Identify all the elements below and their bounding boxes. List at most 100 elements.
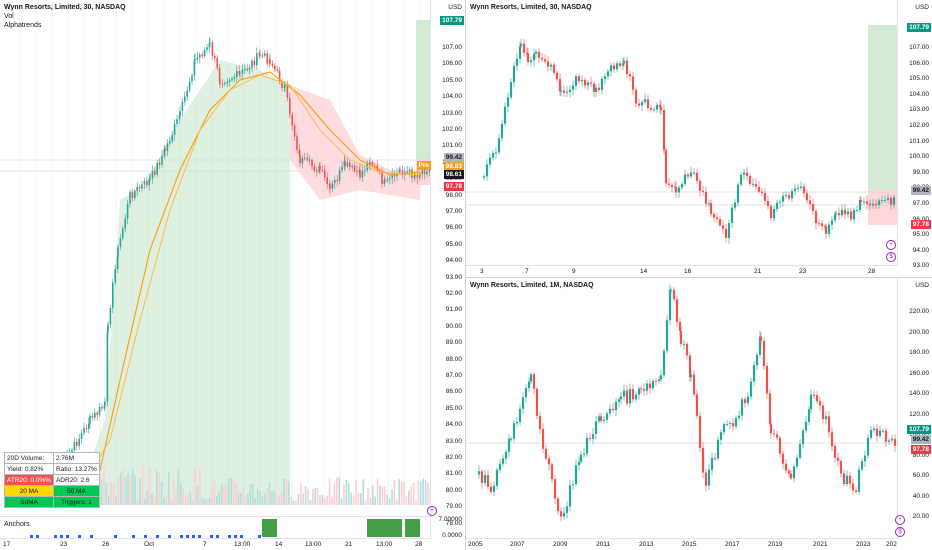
candle-body	[842, 473, 846, 485]
candle-body	[416, 174, 419, 178]
volume-bar	[352, 495, 355, 505]
top-right-chart-pane[interactable]: Wynn Resorts, Limited, 30, NASDAQ USD 10…	[466, 0, 932, 277]
candle-body	[745, 172, 749, 177]
price-tick-label: 98.00	[445, 191, 462, 199]
price-tick-label: 20.00	[912, 513, 929, 520]
candle-body	[871, 203, 875, 206]
candle-body	[689, 172, 693, 177]
volume-bar	[398, 478, 400, 505]
left-time-axis[interactable]: 17 23 26 Oct 7 13:00 14 13:00 21 13:00 28	[0, 538, 432, 550]
candle-body	[668, 290, 672, 321]
candle-body	[824, 416, 828, 420]
volume-bar	[379, 485, 381, 505]
candle-body	[830, 432, 834, 447]
candle-body	[116, 257, 119, 270]
candle-body	[194, 59, 196, 61]
dollar-icon[interactable]: $	[886, 252, 896, 262]
candle-body	[599, 416, 603, 421]
time-tick-label: 21	[754, 268, 762, 275]
candle-body	[854, 490, 858, 492]
candle-body	[495, 469, 499, 486]
candle-body	[645, 383, 649, 391]
time-tick-label: 7	[525, 268, 529, 275]
candle-body	[857, 469, 861, 492]
add-alert-icon[interactable]: +	[427, 506, 437, 516]
candle-body	[301, 157, 304, 164]
candle-body	[251, 60, 253, 68]
add-alert-icon[interactable]: +	[895, 515, 905, 525]
top-right-price-scale[interactable]: USD 107.00 106.00 105.00 104.00 103.00 102.00…	[897, 0, 932, 277]
volume-bar	[264, 493, 266, 505]
candle-body	[628, 74, 632, 77]
volume-bar	[132, 469, 134, 505]
left-chart-canvas[interactable]	[0, 0, 432, 505]
volume-bar	[396, 499, 398, 505]
candle-body	[719, 432, 723, 440]
add-alert-icon[interactable]: +	[886, 240, 896, 250]
pane-divider-vertical[interactable]	[465, 0, 466, 550]
dollar-icon[interactable]: $	[895, 527, 905, 537]
candle-body	[692, 172, 696, 174]
volume-bar	[170, 500, 172, 505]
candle-body	[91, 415, 94, 418]
bottom-right-chart-pane[interactable]: Wynn Resorts, Limited, 1M, NASDAQ USD 22…	[466, 278, 932, 550]
candle-body	[426, 171, 428, 175]
volume-bar	[110, 481, 112, 505]
candle-body	[136, 186, 138, 191]
anchors-pane[interactable]: Anchors	[0, 516, 432, 539]
candle-body	[659, 107, 663, 111]
candle-body	[556, 498, 560, 512]
candle-body	[181, 101, 184, 111]
candle-body	[592, 83, 596, 92]
pane-divider-horizontal[interactable]	[466, 277, 932, 278]
candle-body	[525, 52, 529, 54]
volume-bar	[417, 480, 420, 505]
volume-bar	[100, 479, 103, 505]
volume-bar	[372, 485, 374, 505]
bottom-right-price-scale[interactable]: USD 220.00 200.00 180.00 160.00 140.00 120.00…	[897, 278, 932, 550]
candle-body	[880, 199, 884, 201]
anchor-mark	[234, 535, 237, 538]
candle-body	[291, 114, 293, 126]
candle-body	[226, 81, 228, 84]
top-right-chart-canvas[interactable]	[466, 0, 898, 266]
candle-body	[112, 282, 114, 308]
anchors-canvas	[30, 519, 420, 538]
left-price-scale[interactable]: USD 107.00 106.00 105.00 104.00 103.00 102.00…	[430, 0, 465, 550]
left-chart-pane[interactable]: Wynn Resorts, Limited, 30, NASDAQ Vol Al…	[0, 0, 465, 550]
candle-body	[304, 157, 306, 159]
candle-body	[754, 183, 758, 187]
anchor-zero-label: 0.0000	[442, 532, 462, 539]
price-tick-label: 85.00	[445, 404, 462, 412]
top-right-time-axis[interactable]: 3 7 9 14 16 21 23 28	[466, 265, 898, 277]
time-tick-label: 2021	[813, 541, 828, 548]
candle-body	[384, 179, 386, 181]
candle-body	[814, 211, 818, 224]
candle-body	[106, 332, 109, 402]
candle-body	[211, 42, 214, 56]
candle-body	[494, 152, 498, 154]
candle-body	[827, 416, 831, 433]
candle-body	[594, 87, 598, 92]
bottom-right-time-axis[interactable]: 2005 2007 2009 2011 2013 2015 2017 2019 2021 2023…	[466, 538, 898, 550]
volume-bar	[412, 482, 415, 505]
volume-bar	[415, 500, 417, 505]
bottom-right-chart-canvas[interactable]	[466, 278, 898, 539]
volume-bar	[348, 483, 350, 505]
volume-bar	[290, 496, 292, 505]
candle-body	[353, 165, 356, 172]
candle-body	[678, 322, 682, 331]
candle-body	[346, 162, 349, 167]
candle-body	[266, 53, 268, 64]
candle-body	[772, 209, 776, 219]
candle-body	[675, 299, 679, 323]
candle-body	[611, 408, 615, 411]
time-tick-label: 202	[886, 541, 897, 548]
candle-body	[117, 246, 119, 258]
candle-body	[527, 381, 531, 389]
price-tick-label: 91.00	[445, 306, 462, 314]
anchor-mark	[36, 535, 39, 538]
candle-body	[670, 184, 674, 188]
candle-body	[562, 512, 566, 517]
candle-body	[709, 203, 713, 214]
